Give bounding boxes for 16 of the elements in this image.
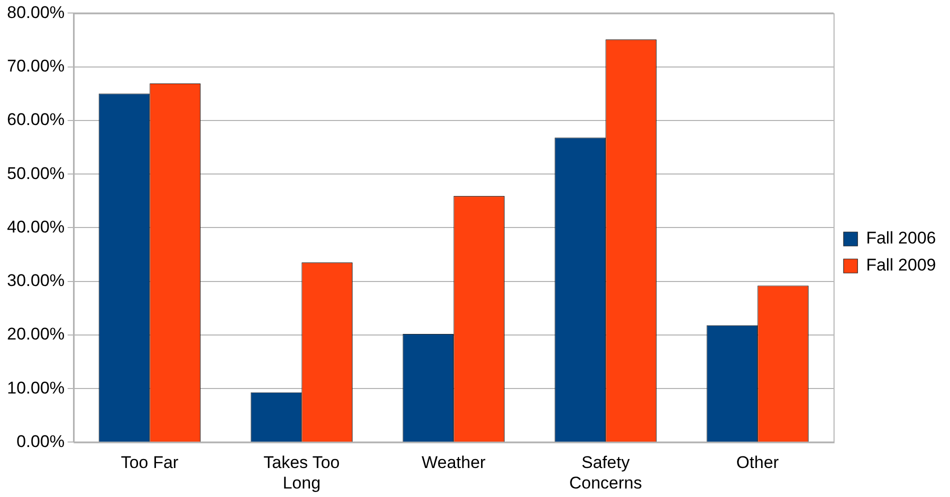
x-tick-label: Other [736, 453, 780, 472]
y-tick-label: 20.00% [6, 324, 65, 344]
y-tick-label: 60.00% [6, 110, 65, 130]
x-tick-label: Weather [422, 453, 486, 472]
y-tick-label: 80.00% [6, 2, 65, 22]
y-tick-label: 40.00% [6, 217, 65, 236]
x-tick-label: Too Far [120, 453, 179, 472]
y-tick-label: 70.00% [6, 56, 65, 76]
x-tick-label: Takes Too Long [264, 453, 340, 492]
legend-label: Fall 2009 [866, 256, 936, 275]
y-tick-label: 30.00% [6, 271, 65, 290]
y-tick-label: 50.00% [6, 164, 65, 183]
y-tick-label: 10.00% [6, 378, 65, 398]
x-tick-label: Safety Concerns [569, 453, 642, 492]
legend-label: Fall 2006 [866, 228, 936, 248]
y-tick-label: 0.00% [16, 432, 65, 451]
